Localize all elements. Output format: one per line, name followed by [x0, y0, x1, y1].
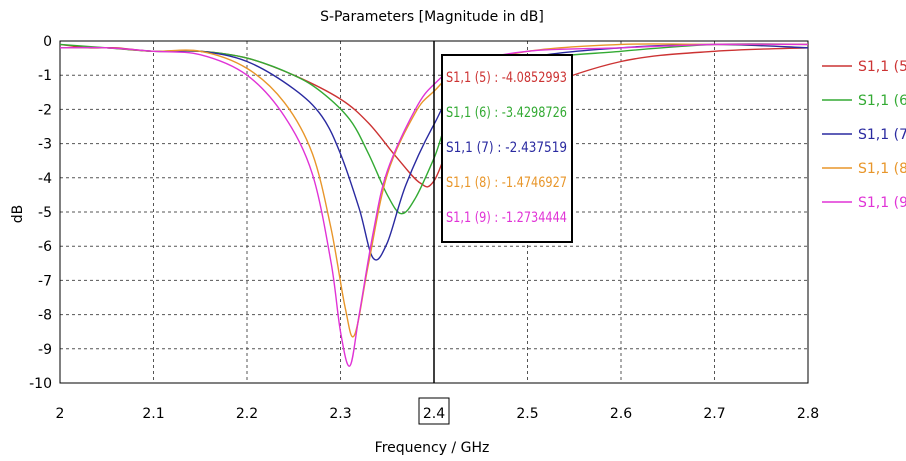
marker-readout-frame: [441, 54, 573, 243]
marker-x-label: 2.4: [423, 406, 445, 422]
marker-x-box: [418, 397, 450, 425]
x-tick-label: 2.1: [142, 406, 164, 422]
marker-readout: S1,1 (5) : -4.0852993 S1,1 (6) : -3.42987…: [441, 54, 573, 243]
y-axis-label: dB: [10, 205, 26, 224]
legend-label: S1,1 (5): [858, 59, 906, 75]
marker-value: S1,1 (9) : -1.2734444: [446, 210, 567, 226]
y-tick-label: -2: [38, 102, 52, 118]
series-line: [59, 43, 809, 367]
x-tick-label: 2.8: [797, 406, 819, 422]
y-tick-label: -7: [38, 273, 52, 289]
legend-label: S1,1 (8): [858, 161, 906, 177]
legend: S1,1 (5) S1,1 (6) S1,1 (7) S1,1 (8) S1,1 (9): [822, 59, 906, 211]
y-tick-label: 0: [43, 34, 52, 50]
x-tick-label: 2.2: [236, 406, 258, 422]
x-tick-label: 2: [56, 406, 65, 422]
x-tick-label: 2.7: [703, 406, 725, 422]
y-tick-label: -1: [38, 68, 52, 84]
marker-value: S1,1 (8) : -1.4746927: [446, 175, 567, 191]
x-axis-label: Frequency / GHz: [375, 440, 490, 456]
legend-label: S1,1 (7): [858, 127, 906, 143]
y-tick-label: -5: [38, 205, 52, 221]
marker-value: S1,1 (6) : -3.4298726: [446, 105, 567, 121]
marker-value: S1,1 (5) : -4.0852993: [446, 70, 567, 86]
chart-title: S-Parameters [Magnitude in dB]: [320, 9, 544, 25]
y-axis-ticks: 0 -1 -2 -3 -4 -5 -6 -7 -8 -9 -10: [29, 34, 52, 392]
y-tick-label: -4: [38, 171, 52, 187]
x-tick-label: 2.5: [516, 406, 538, 422]
x-axis-ticks: 2 2.1 2.2 2.3 2.5 2.6 2.7 2.8: [56, 406, 820, 422]
y-tick-label: -3: [38, 137, 52, 153]
y-tick-label: -8: [38, 308, 52, 324]
y-tick-label: -6: [38, 239, 52, 255]
legend-label: S1,1 (9): [858, 195, 906, 211]
y-tick-label: -10: [29, 376, 52, 392]
legend-label: S1,1 (6): [858, 93, 906, 109]
y-tick-label: -9: [38, 342, 52, 358]
x-tick-label: 2.6: [610, 406, 632, 422]
marker-value: S1,1 (7) : -2.437519: [446, 140, 567, 156]
curves: [59, 43, 809, 367]
x-tick-label: 2.3: [329, 406, 351, 422]
